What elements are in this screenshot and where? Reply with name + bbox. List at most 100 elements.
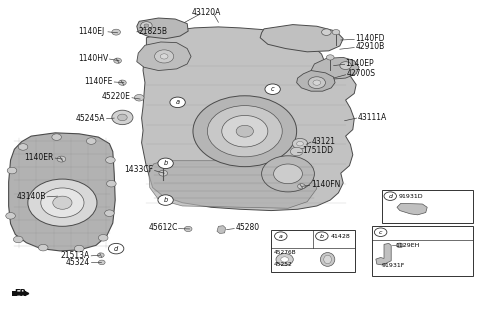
Circle shape bbox=[316, 232, 328, 240]
Circle shape bbox=[158, 195, 173, 205]
Circle shape bbox=[340, 62, 351, 70]
Polygon shape bbox=[149, 161, 317, 208]
Polygon shape bbox=[9, 133, 115, 251]
Text: 43120A: 43120A bbox=[192, 8, 221, 17]
Circle shape bbox=[98, 235, 108, 241]
FancyArrow shape bbox=[14, 292, 29, 296]
Bar bbox=[382, 190, 473, 223]
Polygon shape bbox=[137, 18, 188, 39]
Circle shape bbox=[134, 94, 144, 101]
Text: 1433CF: 1433CF bbox=[125, 165, 154, 174]
Text: 41428: 41428 bbox=[330, 234, 350, 239]
Circle shape bbox=[274, 164, 302, 184]
Circle shape bbox=[53, 196, 72, 209]
Circle shape bbox=[160, 54, 168, 59]
Circle shape bbox=[18, 144, 28, 150]
Ellipse shape bbox=[324, 255, 331, 264]
Circle shape bbox=[105, 210, 114, 216]
Circle shape bbox=[155, 50, 174, 63]
Text: 45280: 45280 bbox=[235, 223, 259, 233]
Circle shape bbox=[290, 147, 303, 156]
Text: d: d bbox=[388, 194, 392, 199]
Circle shape bbox=[106, 157, 115, 163]
Text: 45612C: 45612C bbox=[148, 223, 178, 233]
Bar bbox=[12, 291, 16, 296]
Circle shape bbox=[13, 236, 23, 243]
Circle shape bbox=[170, 97, 185, 108]
Text: c: c bbox=[379, 230, 383, 235]
Bar bbox=[271, 230, 355, 272]
Text: b: b bbox=[164, 197, 168, 203]
Text: 42700S: 42700S bbox=[347, 69, 375, 78]
Circle shape bbox=[326, 55, 334, 60]
Circle shape bbox=[158, 158, 173, 169]
Text: 45324: 45324 bbox=[66, 258, 90, 267]
Polygon shape bbox=[260, 25, 343, 52]
Circle shape bbox=[184, 226, 192, 232]
Text: 1129EH: 1129EH bbox=[395, 243, 420, 248]
Circle shape bbox=[118, 114, 127, 121]
Text: d: d bbox=[114, 246, 118, 252]
Text: 1140FN: 1140FN bbox=[311, 180, 340, 189]
Text: 1140FE: 1140FE bbox=[84, 77, 113, 86]
Circle shape bbox=[57, 156, 66, 162]
Circle shape bbox=[144, 24, 149, 27]
Polygon shape bbox=[397, 203, 427, 215]
Text: c: c bbox=[271, 86, 275, 92]
Circle shape bbox=[6, 213, 15, 219]
Circle shape bbox=[112, 110, 133, 125]
Circle shape bbox=[112, 29, 120, 35]
Circle shape bbox=[159, 170, 168, 176]
Text: 21513A: 21513A bbox=[61, 251, 90, 260]
Polygon shape bbox=[217, 226, 226, 234]
Text: 43140B: 43140B bbox=[16, 192, 46, 201]
Circle shape bbox=[74, 245, 84, 252]
Text: 1140EP: 1140EP bbox=[346, 59, 374, 68]
Text: 1140ER: 1140ER bbox=[24, 153, 54, 162]
Circle shape bbox=[236, 125, 253, 137]
Text: 43121: 43121 bbox=[312, 136, 336, 146]
Text: 91931D: 91931D bbox=[399, 194, 423, 199]
Circle shape bbox=[38, 244, 48, 251]
Text: 43111A: 43111A bbox=[358, 113, 387, 122]
Circle shape bbox=[141, 22, 152, 30]
Text: b: b bbox=[164, 160, 168, 166]
Circle shape bbox=[97, 253, 104, 257]
Circle shape bbox=[207, 106, 282, 157]
Circle shape bbox=[374, 228, 387, 236]
Circle shape bbox=[313, 80, 321, 85]
Polygon shape bbox=[137, 42, 191, 71]
Text: 45220E: 45220E bbox=[102, 92, 131, 101]
Circle shape bbox=[281, 257, 288, 262]
Circle shape bbox=[222, 115, 268, 147]
Text: 1140EJ: 1140EJ bbox=[78, 27, 105, 36]
Circle shape bbox=[98, 260, 105, 265]
Circle shape bbox=[86, 138, 96, 144]
Circle shape bbox=[193, 96, 297, 167]
Text: b: b bbox=[320, 234, 324, 239]
Text: 45245A: 45245A bbox=[75, 113, 105, 123]
Circle shape bbox=[107, 180, 116, 187]
Circle shape bbox=[119, 80, 126, 85]
Text: 45276B: 45276B bbox=[274, 250, 296, 255]
Bar bbox=[372, 226, 473, 276]
Polygon shape bbox=[376, 243, 391, 265]
Ellipse shape bbox=[321, 253, 335, 266]
Text: 1140HV: 1140HV bbox=[78, 54, 108, 63]
Circle shape bbox=[265, 84, 280, 94]
Circle shape bbox=[276, 254, 293, 265]
Circle shape bbox=[298, 184, 305, 189]
Circle shape bbox=[275, 232, 287, 240]
Circle shape bbox=[292, 138, 308, 149]
Text: a: a bbox=[176, 99, 180, 105]
Circle shape bbox=[322, 29, 331, 35]
Text: 45252: 45252 bbox=[274, 262, 292, 267]
Text: 42910B: 42910B bbox=[355, 42, 384, 51]
Circle shape bbox=[108, 243, 124, 254]
Circle shape bbox=[297, 141, 303, 146]
Text: FR: FR bbox=[14, 289, 26, 298]
Polygon shape bbox=[142, 27, 356, 211]
Circle shape bbox=[41, 188, 84, 217]
Text: 1751DD: 1751DD bbox=[302, 146, 334, 155]
Circle shape bbox=[114, 58, 121, 63]
